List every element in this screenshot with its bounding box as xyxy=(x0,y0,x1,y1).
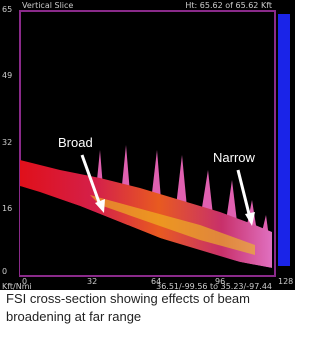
y-label: 49 xyxy=(2,71,12,80)
radar-display: Vertical Slice Ht: 65.62 of 65.62 Kft 65… xyxy=(0,0,295,290)
x-label: 128 xyxy=(278,277,293,286)
caption: FSI cross-section showing effects of bea… xyxy=(6,290,291,326)
y-label: 16 xyxy=(2,204,12,213)
coordinates: 36.51/-99.56 to 35.23/-97.44 xyxy=(156,282,272,290)
y-label: 65 xyxy=(2,5,12,14)
units: Kft/Nmi xyxy=(2,282,32,290)
annotation: Broad xyxy=(58,135,93,150)
title: Vertical Slice xyxy=(22,1,73,10)
page: Vertical Slice Ht: 65.62 of 65.62 Kft 65… xyxy=(0,0,295,338)
y-label: 0 xyxy=(2,267,7,276)
x-label: 32 xyxy=(87,277,97,286)
color-bar xyxy=(278,14,290,266)
y-label: 32 xyxy=(2,138,12,147)
annotation: Narrow xyxy=(213,150,256,165)
height-info: Ht: 65.62 of 65.62 Kft xyxy=(185,1,272,10)
